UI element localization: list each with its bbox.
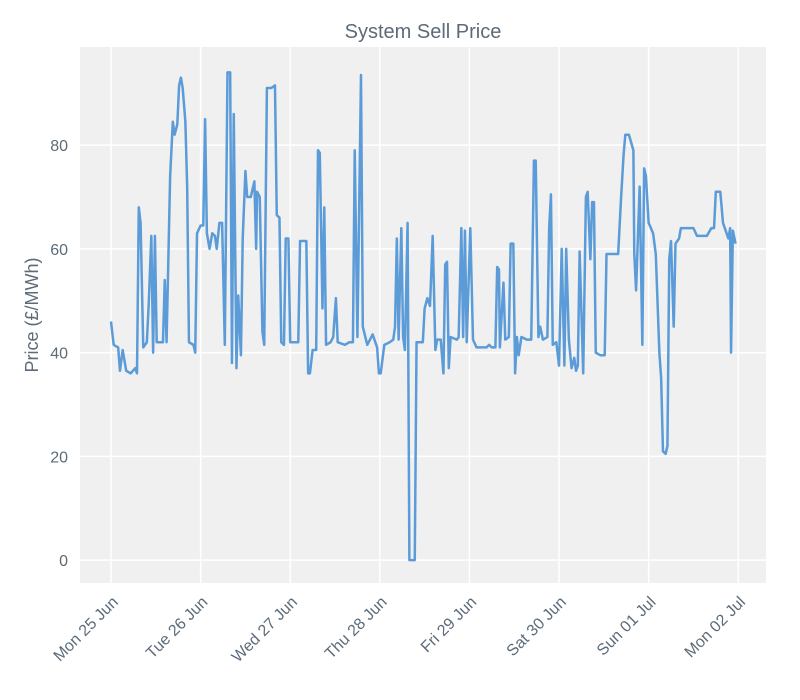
y-tick-label: 0 bbox=[59, 553, 68, 570]
y-tick-label: 60 bbox=[50, 242, 68, 259]
x-tick-label: Wed 27 Jun bbox=[229, 594, 301, 666]
x-tick-label: Sun 01 Jul bbox=[594, 594, 659, 659]
x-tick-label: Sat 30 Jun bbox=[504, 594, 570, 660]
y-tick-label: 40 bbox=[50, 346, 68, 363]
x-tick-label: Fri 29 Jun bbox=[418, 594, 480, 656]
data-line bbox=[109, 71, 737, 562]
x-tick-label: Thu 28 Jun bbox=[322, 594, 391, 663]
y-tick-label: 20 bbox=[50, 449, 68, 466]
x-tick-label: Mon 25 Jun bbox=[51, 594, 122, 665]
plot-area bbox=[80, 47, 766, 583]
y-axis-label: Price (£/MWh) bbox=[22, 257, 42, 372]
y-tick-label: 80 bbox=[50, 138, 68, 155]
x-tick-label: Mon 02 Jul bbox=[682, 594, 749, 661]
chart-title: System Sell Price bbox=[345, 21, 502, 43]
x-tick-label: Tue 26 Jun bbox=[143, 594, 211, 662]
